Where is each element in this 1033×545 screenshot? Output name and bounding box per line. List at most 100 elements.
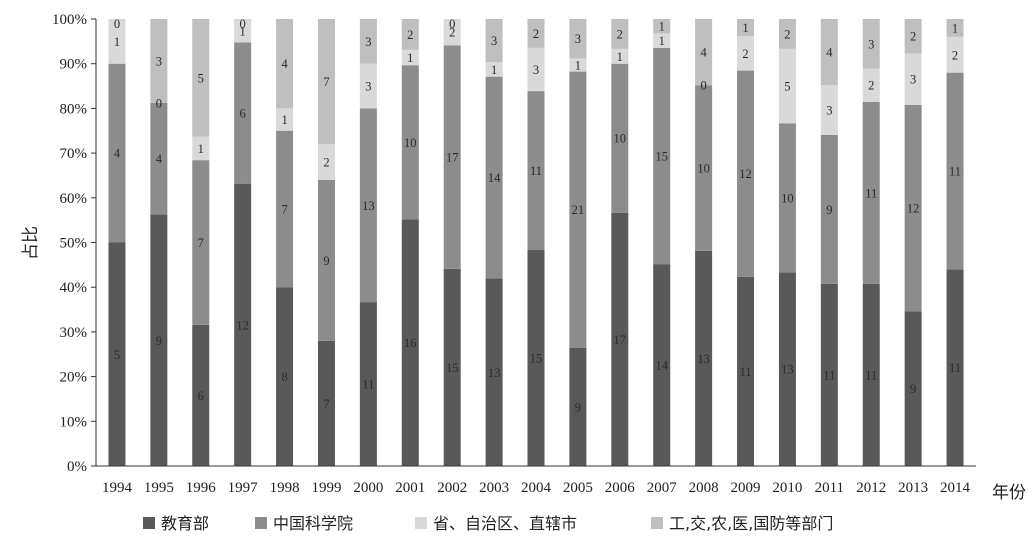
data-label: 1: [281, 113, 287, 127]
data-label: 9: [910, 382, 916, 396]
bar-segment: [946, 19, 964, 37]
data-label: 14: [655, 359, 668, 373]
data-label: 15: [446, 361, 459, 375]
bar-segment: [820, 283, 838, 466]
x-tick-label: 2011: [815, 480, 844, 496]
bar-segment: [317, 340, 335, 466]
x-tick-label: 2003: [479, 480, 509, 496]
bar-segment: [485, 76, 503, 279]
x-tick-label: 2007: [647, 480, 678, 496]
data-label: 11: [740, 365, 752, 379]
data-label: 9: [323, 254, 329, 268]
y-tick-label: 30%: [60, 325, 88, 341]
bar-segment: [359, 108, 377, 303]
bar-segment: [653, 264, 671, 466]
data-label: 2: [323, 156, 329, 170]
data-label: 1: [114, 35, 120, 49]
bar-segment: [820, 134, 838, 284]
bar-segment: [276, 108, 294, 131]
bar-segment: [737, 36, 755, 71]
bar-segment: [862, 101, 880, 284]
data-label: 2: [910, 30, 916, 44]
data-label: 4: [114, 147, 121, 161]
data-label: 5: [784, 80, 790, 94]
x-tick-label: 1996: [186, 480, 217, 496]
data-label: 4: [700, 46, 707, 60]
bar-segment: [317, 19, 335, 145]
data-label: 5: [114, 348, 120, 362]
data-label: 1: [407, 51, 413, 65]
data-label: 14: [488, 171, 501, 185]
legend: 教育部 中国科学院 省、自治区、直辖市 工,交,农,医,国防等部门: [143, 514, 833, 533]
y-tick-label: 40%: [60, 280, 88, 296]
data-label: 21: [572, 203, 585, 217]
x-tick-label: 2002: [437, 480, 467, 496]
data-label: 3: [826, 104, 832, 118]
bar-segment: [150, 19, 168, 103]
data-label: 1: [617, 50, 623, 64]
bar-segment: [485, 19, 503, 63]
x-tick-label: 2013: [898, 480, 928, 496]
y-tick-label: 60%: [60, 191, 88, 207]
data-label: 2: [407, 28, 413, 42]
bar-segment: [443, 19, 461, 46]
bar-segment: [234, 183, 252, 466]
data-label: 2: [449, 26, 455, 40]
data-label: 8: [281, 370, 287, 384]
x-tick-label: 2014: [940, 480, 971, 496]
x-tick-label: 2010: [772, 480, 802, 496]
data-label: 1: [952, 21, 958, 35]
data-labels-layer: 5410940367151261087147927111333161012151…: [114, 17, 961, 414]
bar-segment: [904, 311, 922, 466]
y-tick-label: 0%: [67, 459, 87, 475]
bar-segment: [695, 250, 713, 466]
data-label: 9: [826, 203, 832, 217]
legend-swatch: [651, 517, 663, 529]
bar-segment: [737, 70, 755, 277]
data-label: 10: [697, 162, 710, 176]
bar-segment: [653, 19, 671, 34]
x-tick-label: 2000: [353, 480, 383, 496]
data-label: 7: [198, 236, 204, 250]
data-label: 2: [868, 79, 874, 93]
bar-segment: [192, 324, 210, 466]
bar-segment: [695, 19, 713, 86]
x-tick-label: 1995: [144, 480, 174, 496]
data-label: 2: [617, 27, 623, 41]
data-label: 3: [156, 54, 162, 68]
data-label: 1: [491, 63, 497, 77]
data-label: 1: [240, 24, 246, 38]
legend-label: 省、自治区、直辖市: [433, 514, 577, 533]
data-label: 1: [659, 34, 665, 48]
data-label: 5: [198, 71, 204, 85]
x-tick-label: 2001: [395, 480, 425, 496]
bar-segment: [653, 47, 671, 265]
x-tick-label: 2012: [856, 480, 886, 496]
bar-segment: [569, 58, 587, 72]
bar-segment: [276, 130, 294, 288]
data-label: 1: [742, 21, 748, 35]
bar-segment: [569, 19, 587, 59]
bar-segment: [150, 214, 168, 466]
data-label: 9: [156, 334, 162, 348]
data-label: 3: [491, 34, 497, 48]
data-label: 2: [533, 27, 539, 41]
data-label: 3: [910, 73, 916, 87]
data-label: 10: [404, 136, 417, 150]
bar-segment: [401, 19, 419, 50]
bar-segment: [192, 19, 210, 137]
legend-swatch: [143, 517, 155, 529]
bar-segment: [820, 19, 838, 86]
bar-segment: [317, 179, 335, 341]
x-tick-label: 2005: [563, 480, 593, 496]
legend-swatch: [415, 517, 427, 529]
data-label: 3: [533, 63, 539, 77]
x-tick-label: 1998: [270, 480, 300, 496]
bars-layer: [108, 19, 964, 466]
bar-segment: [443, 268, 461, 466]
y-tick-label: 70%: [60, 146, 88, 162]
bar-segment: [108, 63, 126, 243]
data-label: 3: [868, 37, 874, 51]
x-tick-label: 1994: [102, 480, 133, 496]
